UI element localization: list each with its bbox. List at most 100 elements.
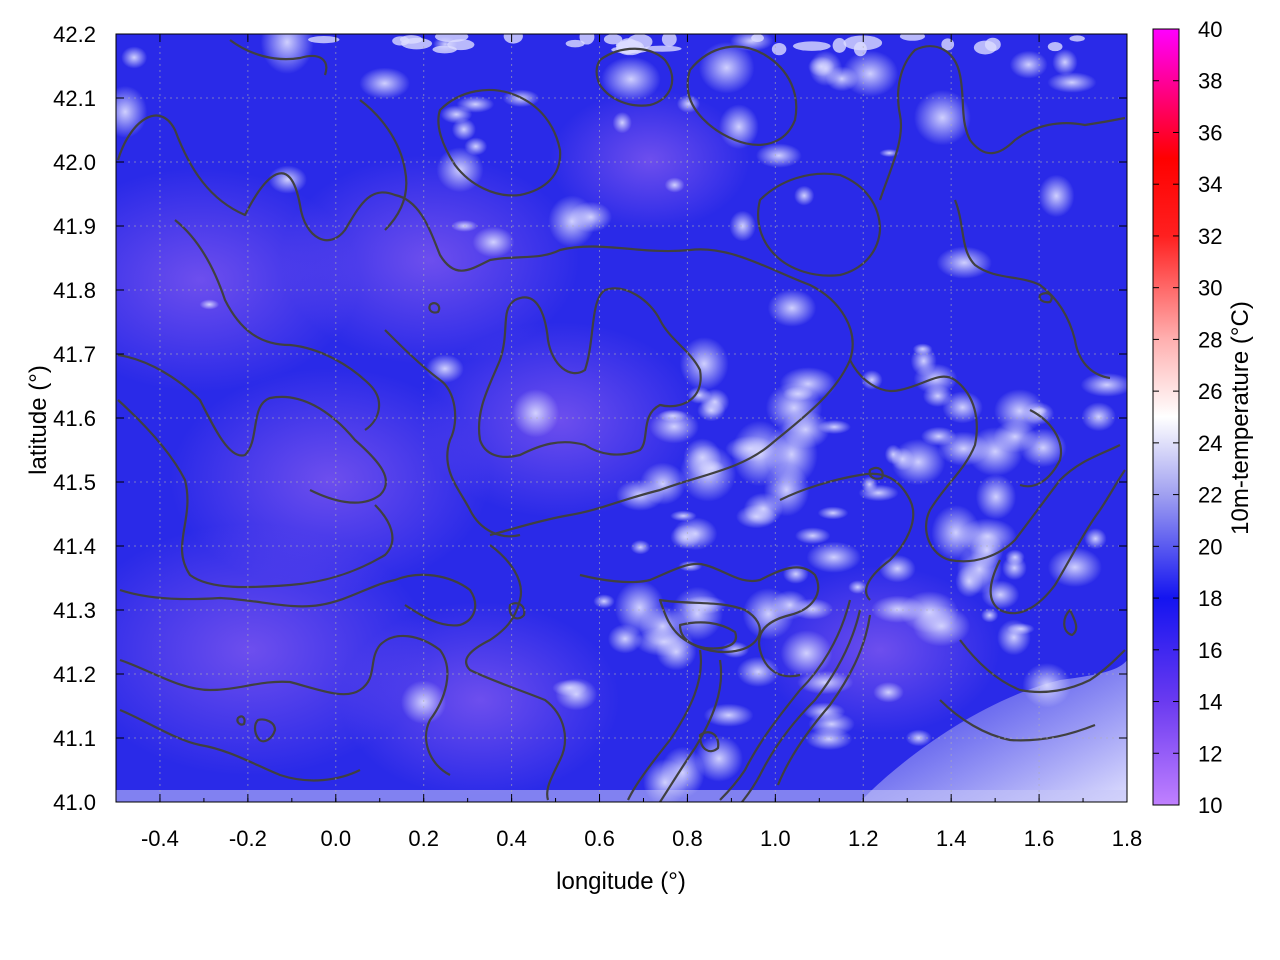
heatmap-cell — [700, 388, 730, 416]
heatmap-cell — [1047, 547, 1102, 588]
y-tick-label: 41.4 — [53, 534, 96, 559]
contour-line — [508, 602, 526, 620]
contour-line — [428, 302, 441, 314]
colorbar-tick-label: 26 — [1198, 379, 1222, 404]
heatmap-cell — [116, 790, 1127, 802]
heatmap-cell — [997, 619, 1031, 656]
colorbar-tick-label: 40 — [1198, 17, 1222, 42]
contour-line — [384, 329, 521, 538]
grid — [116, 34, 1127, 802]
heatmap-cell — [642, 45, 682, 52]
colorbar-tick-label: 12 — [1198, 741, 1222, 766]
heatmap-cell — [199, 299, 220, 310]
heatmap-cell — [873, 682, 904, 703]
heatmap-cell — [751, 34, 764, 43]
heatmap-cell — [616, 39, 645, 56]
heatmap-cell — [1052, 49, 1078, 76]
heatmap-cell — [981, 608, 999, 623]
heatmap-cell — [1084, 528, 1107, 550]
heatmap-cell — [400, 680, 447, 725]
heatmap-cell — [736, 656, 780, 687]
contour-line — [659, 659, 723, 802]
x-tick-label: 0.0 — [320, 826, 351, 851]
contour-line — [741, 609, 862, 802]
heatmap-cell — [565, 39, 585, 48]
heatmap-cell — [280, 155, 580, 365]
heatmap-cell — [432, 45, 457, 54]
heatmap-cell — [861, 370, 883, 390]
y-tick-label: 42.1 — [53, 86, 96, 111]
heatmap-cell — [703, 703, 754, 727]
y-axis-title: latitude (°) — [25, 365, 52, 475]
heatmap-cell — [832, 38, 847, 53]
contour-line — [117, 399, 394, 589]
contour-line — [253, 718, 277, 743]
contour-line — [868, 466, 884, 480]
heatmap-cell — [308, 36, 340, 44]
heatmap-cell — [858, 484, 899, 502]
y-tick-label: 41.7 — [53, 342, 96, 367]
heatmap-cell — [593, 594, 615, 609]
x-tick-label: -0.2 — [229, 826, 267, 851]
heatmap-cell — [434, 34, 469, 43]
heatmap-cell — [984, 37, 1001, 52]
y-tick-label: 41.3 — [53, 598, 96, 623]
heatmap-cell — [260, 34, 314, 74]
contour-line — [117, 353, 387, 504]
heatmap-cell — [767, 289, 817, 327]
colorbar-tick-label: 10 — [1198, 793, 1222, 818]
heatmap-cell — [860, 660, 1127, 802]
heatmap-cell — [936, 246, 992, 279]
heatmap-cell — [1047, 72, 1097, 93]
heatmap-cell — [392, 36, 410, 46]
heatmap-cell — [910, 346, 937, 377]
heatmap-cell — [426, 354, 464, 383]
y-tick-label: 41.9 — [53, 214, 96, 239]
colorbar-tick-label: 38 — [1198, 69, 1222, 94]
contour-line — [477, 287, 702, 458]
heatmap-cell — [630, 540, 651, 555]
y-axis: 41.0 41.1 41.2 41.3 41.4 41.5 41.6 41.7 41.8 41.9… — [53, 22, 1127, 815]
contour-line — [116, 114, 854, 537]
x-tick-label: 0.4 — [496, 826, 527, 851]
heatmap-cell — [879, 148, 900, 158]
x-tick-label: -0.4 — [141, 826, 179, 851]
heatmap-cell — [1038, 174, 1075, 218]
colorbar-tick-label: 36 — [1198, 120, 1222, 145]
heatmap-cell — [664, 177, 685, 193]
heatmap-cell — [649, 409, 699, 444]
heatmap-cell — [503, 34, 523, 44]
x-tick-label: 0.2 — [408, 826, 439, 851]
colorbar-tick-label: 22 — [1198, 483, 1222, 508]
heatmap-cell — [661, 34, 677, 47]
heatmap-cell — [340, 602, 620, 798]
x-tick-label: 1.0 — [760, 826, 791, 851]
contour-line — [465, 544, 567, 801]
contour-line — [776, 614, 872, 786]
heatmap-cell — [268, 165, 307, 194]
y-tick-label: 41.1 — [53, 726, 96, 751]
contour-lines — [116, 39, 1126, 802]
heatmap-cell — [942, 391, 983, 424]
colorbar-tick-label: 18 — [1198, 586, 1222, 611]
colorbar-tick-label: 20 — [1198, 534, 1222, 559]
heatmap-cell — [695, 735, 743, 782]
y-tick-label: 42.2 — [53, 22, 96, 47]
heatmap-cell — [780, 630, 833, 677]
heatmap-cell — [771, 43, 787, 56]
heatmap-cell — [848, 580, 868, 594]
heatmap-cell — [817, 506, 849, 520]
heatmap-cell — [1047, 41, 1063, 52]
colorbar-tick-label: 30 — [1198, 276, 1222, 301]
contour-line — [658, 598, 761, 654]
heatmap-cell — [842, 50, 899, 97]
heatmap-cell — [601, 56, 661, 102]
heatmap-cell — [456, 95, 495, 113]
contour-line — [236, 715, 246, 726]
y-tick-label: 41.6 — [53, 406, 96, 431]
heatmap-cell — [922, 384, 953, 408]
heatmap-cell — [843, 35, 883, 51]
colorbar-ticks: 10 12 14 16 18 20 22 24 26 28 30 32 34 36 38 40 — [1153, 17, 1222, 818]
colorbar-tick-label: 28 — [1198, 327, 1222, 352]
contour-line — [1019, 409, 1063, 488]
